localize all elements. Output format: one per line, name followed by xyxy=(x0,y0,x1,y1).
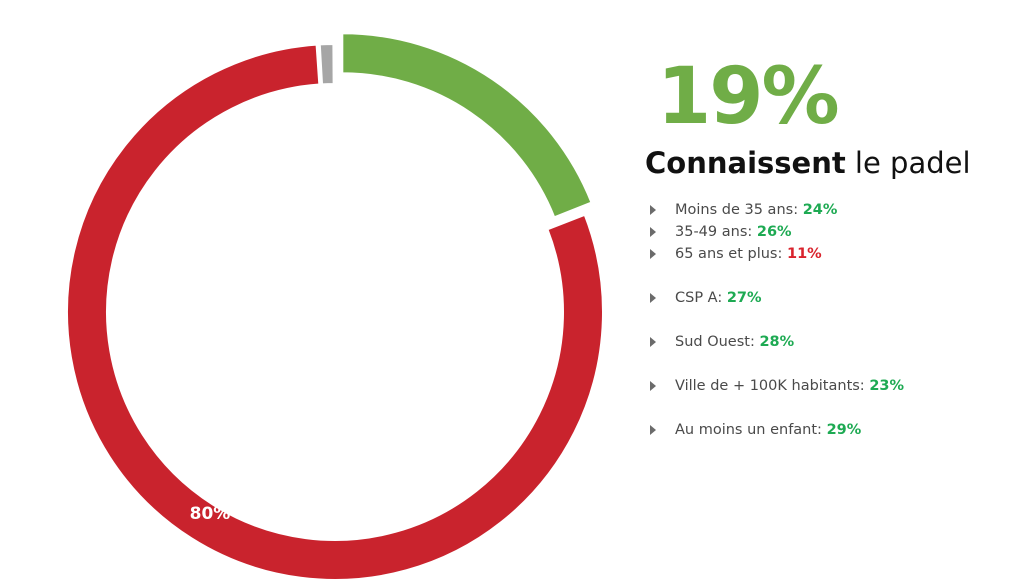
headline-strong: Connaissent xyxy=(645,146,846,180)
donut-slice-label: 80% xyxy=(190,504,231,524)
bullet-arrow-icon xyxy=(650,227,656,237)
donut-chart: 80% xyxy=(66,32,604,581)
bullet-arrow-icon xyxy=(650,293,656,303)
bullet-arrow-icon xyxy=(650,337,656,347)
stat-label: 65 ans et plus: xyxy=(675,246,787,262)
donut-slice-0 xyxy=(341,32,593,219)
stat-label: Au moins un enfant: xyxy=(675,422,827,438)
stat-item: 65 ans et plus: 11% xyxy=(648,243,904,265)
stat-item: Sud Ouest: 28% xyxy=(648,331,904,353)
stat-item: Moins de 35 ans: 24% xyxy=(648,199,904,221)
headline-percentage: 19% xyxy=(657,52,840,142)
stat-value: 23% xyxy=(869,378,905,394)
stat-value: 26% xyxy=(756,224,792,240)
bullet-arrow-icon xyxy=(650,205,656,215)
stat-value: 27% xyxy=(726,290,762,306)
bullet-arrow-icon xyxy=(650,425,656,435)
stat-label: Sud Ouest: xyxy=(675,334,760,350)
stat-label: CSP A: xyxy=(675,290,727,306)
donut-slice-2 xyxy=(318,42,335,86)
stat-value: 28% xyxy=(759,334,795,350)
donut-slice-1 xyxy=(66,43,604,581)
stat-value: 29% xyxy=(826,422,862,438)
stat-label: 35-49 ans: xyxy=(675,224,757,240)
stat-item: 35-49 ans: 26% xyxy=(648,221,904,243)
stat-item: Au moins un enfant: 29% xyxy=(648,419,904,441)
stats-list: Moins de 35 ans: 24% 35-49 ans: 26% 65 a… xyxy=(648,199,904,441)
headline-rest: le padel xyxy=(845,146,971,180)
bullet-arrow-icon xyxy=(650,381,656,391)
stat-item: CSP A: 27% xyxy=(648,287,904,309)
stat-item: Ville de + 100K habitants: 23% xyxy=(648,375,904,397)
stat-label: Ville de + 100K habitants: xyxy=(675,378,870,394)
headline-text: Connaissent le padel xyxy=(645,149,971,178)
stat-value: 11% xyxy=(787,246,822,262)
stat-label: Moins de 35 ans: xyxy=(675,202,803,218)
stat-value: 24% xyxy=(802,202,838,218)
bullet-arrow-icon xyxy=(650,249,656,259)
